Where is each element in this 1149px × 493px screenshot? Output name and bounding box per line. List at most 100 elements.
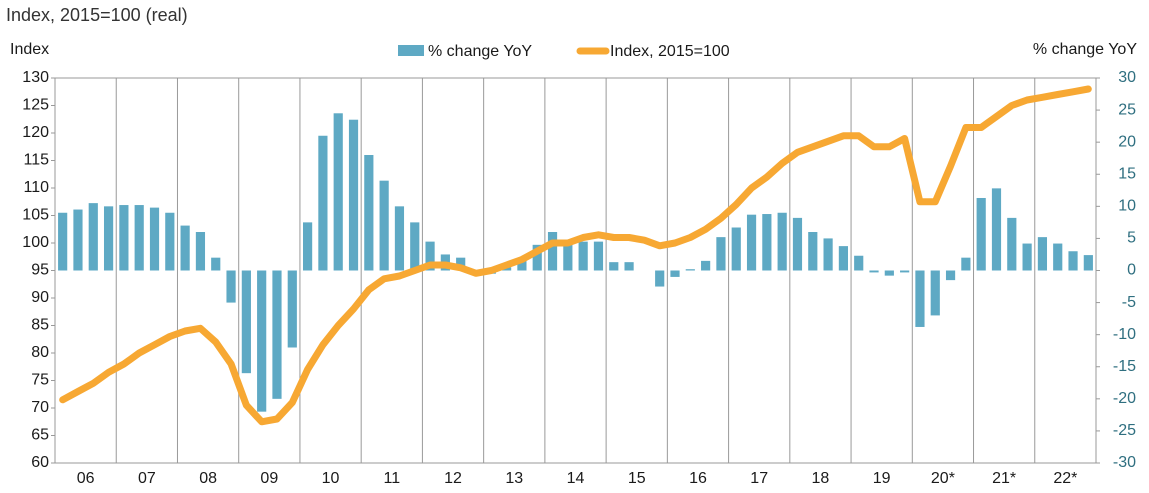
bar xyxy=(272,270,282,399)
bar xyxy=(578,241,588,271)
y-tick-label: 110 xyxy=(23,179,49,196)
y2-tick-label: 5 xyxy=(1127,230,1136,247)
x-tick-label: 07 xyxy=(138,470,156,487)
bar xyxy=(134,205,144,271)
y2-tick-label: -15 xyxy=(1113,358,1136,375)
y-tick-label: 115 xyxy=(23,152,49,169)
bar xyxy=(547,232,558,271)
y-tick-label: 95 xyxy=(31,262,49,279)
bar xyxy=(1037,237,1048,271)
x-tick-label: 16 xyxy=(689,470,707,487)
x-tick-label: 11 xyxy=(383,470,400,487)
bar xyxy=(1068,251,1078,271)
bar xyxy=(149,207,160,271)
bar xyxy=(670,270,680,277)
y2-tick-label: 25 xyxy=(1118,101,1136,118)
bar xyxy=(808,232,818,271)
bar xyxy=(257,270,267,412)
bar xyxy=(303,222,313,271)
line xyxy=(59,85,1092,426)
bar xyxy=(318,135,328,271)
bar xyxy=(226,270,236,303)
bar xyxy=(195,232,206,271)
bar xyxy=(119,205,129,271)
y2-tick-label: 30 xyxy=(1118,69,1136,86)
bar xyxy=(792,217,803,271)
legend-label: % change YoY xyxy=(428,43,532,60)
bar xyxy=(701,260,711,271)
y-tick-label: 65 xyxy=(31,427,49,444)
bar xyxy=(211,257,221,271)
bar xyxy=(915,270,925,327)
bar xyxy=(333,113,343,271)
bar xyxy=(1022,243,1032,271)
x-tick-label: 12 xyxy=(444,470,462,487)
bar xyxy=(379,180,389,271)
y-tick-label: 120 xyxy=(22,124,49,141)
bar xyxy=(884,270,894,276)
bar xyxy=(716,237,726,271)
bar xyxy=(73,209,83,271)
bar xyxy=(394,206,405,271)
x-tick-label: 20* xyxy=(931,470,955,487)
bar xyxy=(1083,255,1093,271)
bar xyxy=(961,257,971,271)
bar xyxy=(869,270,879,273)
bar xyxy=(1053,243,1063,271)
bar xyxy=(854,255,864,271)
y2-tick-label: -10 xyxy=(1113,326,1136,343)
x-tick-label: 18 xyxy=(812,470,830,487)
bar xyxy=(58,212,68,271)
bar xyxy=(456,257,466,271)
bar xyxy=(348,119,359,271)
bar xyxy=(593,241,604,271)
x-tick-label: 08 xyxy=(199,470,217,487)
y-tick-label: 130 xyxy=(22,69,49,86)
bar xyxy=(517,260,527,271)
bar xyxy=(777,212,787,271)
x-tick-label: 19 xyxy=(873,470,891,487)
bar xyxy=(88,203,98,271)
y2-tick-label: -25 xyxy=(1113,422,1136,439)
x-tick-label: 21* xyxy=(992,470,1016,487)
bar xyxy=(1007,217,1017,271)
y-tick-label: 80 xyxy=(31,344,49,361)
bar xyxy=(945,270,956,281)
bar xyxy=(655,270,665,287)
y-axis-label: Index xyxy=(10,41,49,58)
bar xyxy=(103,206,114,271)
y-tick-label: 100 xyxy=(22,234,49,251)
bar xyxy=(685,269,695,271)
y2-axis-label: % change YoY xyxy=(1033,41,1137,58)
bar xyxy=(241,270,251,374)
bar xyxy=(410,222,420,271)
bar xyxy=(287,270,297,348)
y2-tick-label: 20 xyxy=(1118,133,1136,150)
x-tick-label: 17 xyxy=(750,470,768,487)
y-tick-label: 105 xyxy=(22,207,49,224)
bar xyxy=(930,270,940,316)
bar xyxy=(609,262,619,271)
x-tick-label: 09 xyxy=(260,470,278,487)
bar xyxy=(991,188,1002,271)
bar xyxy=(624,262,634,271)
y-tick-label: 90 xyxy=(31,289,49,306)
y-tick-label: 70 xyxy=(31,399,49,416)
bar xyxy=(731,227,741,271)
y2-tick-label: -5 xyxy=(1122,294,1136,311)
bar xyxy=(976,197,986,271)
bar xyxy=(425,241,435,271)
y2-tick-label: 0 xyxy=(1127,262,1136,279)
bar xyxy=(900,270,910,273)
y2-tick-label: 10 xyxy=(1118,198,1136,215)
y2-tick-label: 15 xyxy=(1118,165,1136,182)
y-tick-label: 60 xyxy=(31,454,49,471)
bar xyxy=(823,238,833,271)
legend-swatch xyxy=(398,45,424,56)
bar xyxy=(762,214,772,271)
bar xyxy=(165,212,175,271)
bar xyxy=(364,155,374,271)
bar xyxy=(563,244,573,271)
bar xyxy=(838,246,848,271)
bar xyxy=(502,267,512,271)
